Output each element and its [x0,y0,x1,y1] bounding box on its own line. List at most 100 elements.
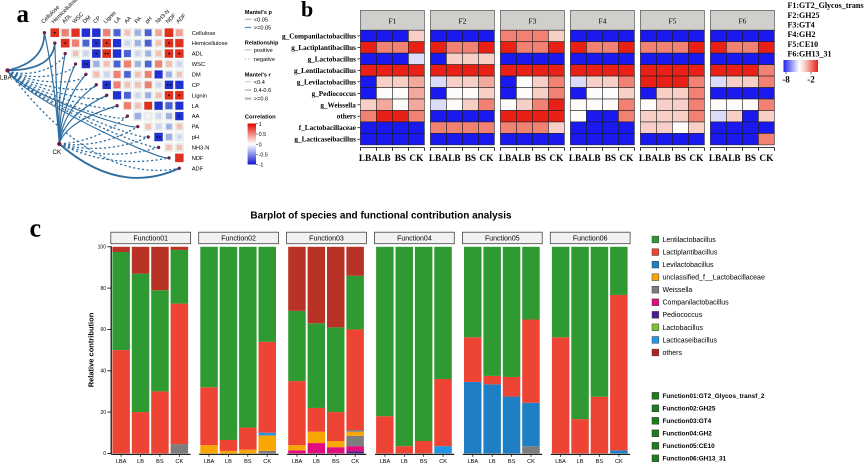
svg-text:LBA: LBA [499,154,518,164]
svg-text:LB: LB [137,459,144,465]
svg-text:LB: LB [728,154,740,164]
svg-text:DM: DM [192,73,201,79]
svg-text:LB: LB [378,154,390,164]
svg-text:negative: negative [254,57,275,63]
svg-text:LBA: LBA [639,154,658,164]
svg-text:LB: LB [588,154,600,164]
svg-text:CK: CK [759,154,774,164]
svg-text:1: 1 [259,122,262,128]
svg-text:Lacticaseibacillus: Lacticaseibacillus [663,337,718,344]
svg-text:Correlation: Correlation [245,114,276,120]
svg-text:Pediococcus: Pediococcus [663,312,703,319]
svg-text:40: 40 [100,369,106,375]
svg-text:-1: -1 [259,163,264,169]
svg-text:BS: BS [332,459,340,465]
svg-text:BS: BS [420,459,428,465]
svg-text:LBA: LBA [359,154,378,164]
svg-text:F6:GH13_31: F6:GH13_31 [788,50,832,59]
svg-text:BS: BS [675,154,686,164]
svg-text:LB: LB [577,459,584,465]
svg-text:g_Pediococcus: g_Pediococcus [312,90,357,98]
svg-text:F4: F4 [598,16,606,25]
svg-text:Relationship: Relationship [245,41,279,47]
svg-text:CK: CK [527,459,535,465]
svg-text:BS: BS [156,459,164,465]
svg-text:CK: CK [409,154,424,164]
svg-text:ADF: ADF [192,166,204,172]
svg-text:Relative contribution: Relative contribution [87,312,96,387]
svg-text:LBA: LBA [0,75,13,82]
svg-text:g_Lactiplantibacillus: g_Lactiplantibacillus [291,44,356,52]
svg-text:BS: BS [465,154,476,164]
svg-text:LBA: LBA [429,154,448,164]
svg-text:Cellulose: Cellulose [192,31,216,37]
svg-text:-0.5: -0.5 [259,153,268,159]
svg-text:Barplot of species and functio: Barplot of species and functional contri… [250,210,512,221]
svg-text:Function05:CE10: Function05:CE10 [663,443,716,450]
svg-text:F5: F5 [668,16,676,25]
svg-text:Lignin: Lignin [192,93,207,99]
svg-text:Weissella: Weissella [663,287,693,294]
svg-text:>=0.05: >=0.05 [254,26,271,32]
svg-text:LB: LB [518,154,530,164]
svg-text:0: 0 [259,142,262,148]
svg-text:BS: BS [508,459,516,465]
svg-text:AA: AA [192,114,200,120]
svg-text:g_Lactobacillus: g_Lactobacillus [308,55,357,63]
svg-text:F5:CE10: F5:CE10 [788,40,819,49]
svg-text:NH3-N: NH3-N [192,146,210,152]
svg-text:others: others [663,350,683,357]
svg-text:Companilactobacillus: Companilactobacillus [663,300,730,307]
svg-text:F1:GT2_Glycos_transf_2: F1:GT2_Glycos_transf_2 [788,1,864,10]
svg-text:LB: LB [225,459,232,465]
svg-text:CK: CK [619,154,634,164]
svg-text:BS: BS [535,154,546,164]
svg-text:Levilactobacillus: Levilactobacillus [663,262,714,269]
svg-text:Lactobacillus: Lactobacillus [663,325,704,332]
svg-text:-8: -8 [782,75,790,85]
svg-text:F3: F3 [528,16,536,25]
svg-text:20: 20 [100,410,106,416]
svg-text:LB: LB [401,459,408,465]
svg-text:>=0.6: >=0.6 [254,97,268,103]
svg-text:Mantel's r: Mantel's r [245,73,272,79]
svg-text:CK: CK [439,459,447,465]
svg-text:Lentilactobacillus: Lentilactobacillus [663,237,717,244]
svg-text:LA: LA [192,104,199,110]
svg-text:Function01:GT2_Glycos_transf_2: Function01:GT2_Glycos_transf_2 [663,393,765,400]
svg-text:CK: CK [615,459,623,465]
svg-text:Function04: Function04 [397,236,432,243]
svg-text:LBA: LBA [569,154,588,164]
svg-text:Function02: Function02 [221,236,256,243]
svg-text:BS: BS [395,154,406,164]
svg-text:LB: LB [489,459,496,465]
svg-text:BS: BS [244,459,252,465]
svg-text:60: 60 [100,327,106,333]
svg-text:0: 0 [103,451,106,457]
svg-text:CK: CK [351,459,359,465]
svg-text:CK: CK [53,149,62,156]
svg-text:100: 100 [98,245,107,251]
svg-text:Function01: Function01 [133,236,168,243]
svg-text:F3:GT4: F3:GT4 [788,21,815,30]
svg-text:LBA: LBA [292,459,303,465]
svg-text:c: c [30,213,42,242]
svg-text:BS: BS [745,154,756,164]
svg-text:Function04:GH2: Function04:GH2 [663,431,713,438]
svg-text:CP: CP [192,83,200,89]
svg-text:F4:GH2: F4:GH2 [788,30,816,39]
svg-text:0.4-0.6: 0.4-0.6 [254,88,271,94]
svg-text:g_Lentilactobacillus: g_Lentilactobacillus [294,67,356,75]
svg-text:Mantel's p: Mantel's p [245,10,273,16]
svg-text:LB: LB [313,459,320,465]
svg-text:LBA: LBA [116,459,127,465]
svg-text:g_Weissella: g_Weissella [320,101,356,109]
svg-text:WSC: WSC [192,62,206,68]
svg-text:Hemicellulose: Hemicellulose [192,41,228,47]
svg-text:NDF: NDF [192,156,204,162]
svg-text:others: others [337,113,356,121]
svg-text:LBA: LBA [204,459,215,465]
svg-text:PA: PA [192,125,199,131]
svg-text:LB: LB [448,154,460,164]
svg-text:CK: CK [479,154,494,164]
